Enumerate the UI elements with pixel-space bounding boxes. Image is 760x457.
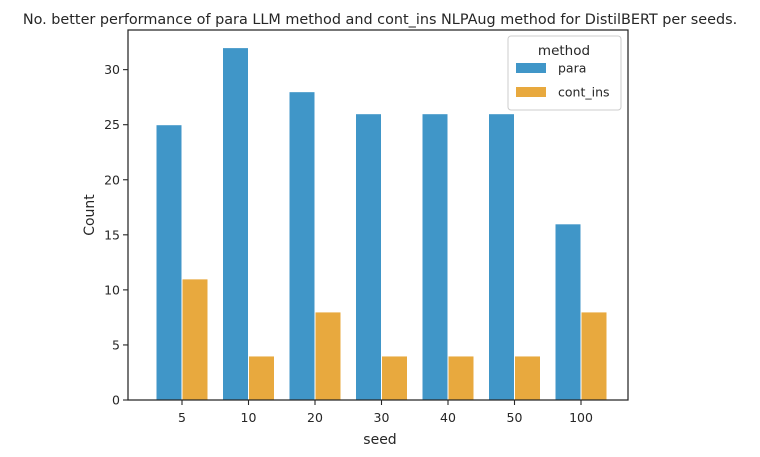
bar-cont_ins-10: [248, 355, 275, 401]
x-tick-label: 100: [569, 410, 593, 425]
bars-group: [155, 47, 608, 401]
plot-frame: [127, 29, 629, 401]
legend-swatch-para: [516, 63, 546, 73]
y-tick-label: 20: [104, 172, 120, 187]
x-axis: 5 10 20 30 40 50 100: [178, 400, 593, 425]
y-axis-label: Count: [82, 194, 98, 236]
bar-cont_ins-5: [181, 278, 209, 401]
x-tick-label: 40: [440, 410, 456, 425]
y-tick-label: 25: [104, 117, 120, 132]
y-tick-label: 15: [104, 227, 120, 242]
x-tick-label: 5: [178, 410, 186, 425]
bar-para-30: [355, 113, 382, 401]
legend-title: method: [538, 43, 590, 59]
bar-cont_ins-20: [314, 311, 342, 401]
y-tick-label: 5: [112, 337, 120, 352]
bar-cont_ins-50: [514, 355, 541, 401]
bar-para-10: [222, 47, 249, 401]
legend-swatch-cont_ins: [516, 87, 546, 97]
bar-cont_ins-40: [447, 355, 475, 401]
chart-title: No. better performance of para LLM metho…: [23, 12, 737, 28]
legend: method para cont_ins: [507, 35, 622, 111]
legend-label-cont_ins: cont_ins: [558, 85, 610, 100]
x-tick-label: 10: [241, 410, 257, 425]
x-axis-label: seed: [363, 432, 396, 448]
x-tick-label: 30: [374, 410, 390, 425]
bar-cont_ins-30: [381, 355, 408, 401]
y-tick-label: 10: [104, 282, 120, 297]
bar-para-100: [554, 223, 582, 401]
y-tick-label: 0: [112, 393, 120, 408]
bar-para-50: [488, 113, 515, 401]
x-tick-label: 50: [507, 410, 523, 425]
legend-label-para: para: [558, 61, 586, 76]
x-tick-label: 20: [307, 410, 323, 425]
y-axis: 0 5 10 15 20 25 30: [104, 62, 128, 408]
bar-para-20: [288, 91, 316, 401]
bar-para-5: [155, 124, 183, 401]
bar-cont_ins-100: [580, 311, 608, 401]
y-tick-label: 30: [104, 62, 120, 77]
bar-para-40: [421, 113, 449, 401]
